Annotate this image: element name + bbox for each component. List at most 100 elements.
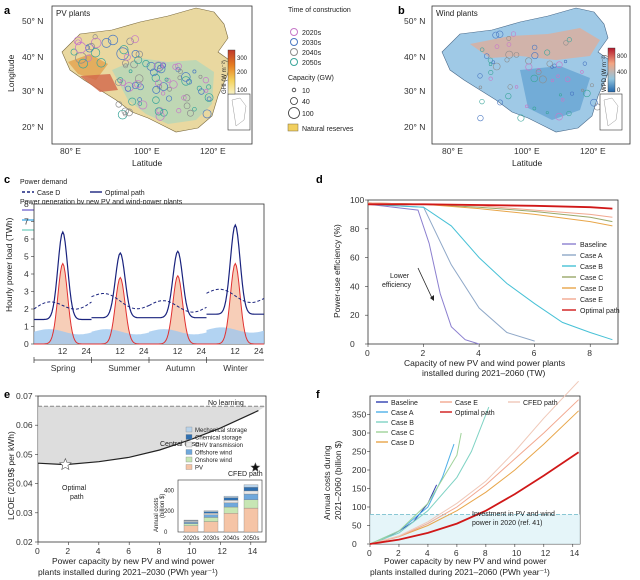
south-china-sea-inset-b xyxy=(599,93,623,131)
hour-tick-label: 24 xyxy=(197,346,207,356)
legend-capacity-label: 40 xyxy=(302,99,310,106)
panel-e-xlabel: plants installed during 2021–2030 (PWh y… xyxy=(38,567,218,577)
pv-plant-marker xyxy=(165,78,171,83)
inset-legend-label: PV xyxy=(195,466,203,472)
lower-efficiency-arrow xyxy=(417,267,433,299)
legend-d-label: Baseline xyxy=(580,242,607,249)
wind-plant-marker xyxy=(531,52,539,60)
inset-bar-segment xyxy=(243,493,259,500)
case-d-demand-line xyxy=(148,300,207,313)
inset-legend-swatch xyxy=(185,456,193,463)
pv-plant-marker xyxy=(116,47,129,60)
y-tick-label-c: 3 xyxy=(24,287,29,297)
legend-time-label: 2030s xyxy=(302,40,322,47)
line-d-optimal-path xyxy=(368,203,613,210)
wind-plant-marker xyxy=(525,104,529,109)
wind-plant-marker xyxy=(530,74,538,83)
pv-plant-marker xyxy=(175,62,182,70)
x-tick-label-e: 6 xyxy=(126,546,131,556)
wind-plant-marker xyxy=(558,93,562,97)
y-tick-label-d: 100 xyxy=(350,195,364,205)
wind-plant-marker xyxy=(566,110,572,117)
wind-plant-marker xyxy=(566,37,572,43)
wind-plant-marker xyxy=(545,111,549,115)
plot-d-frame xyxy=(367,199,619,345)
optimal-path-generation-line xyxy=(34,262,92,345)
panel-a: a 300 200 100 GHI (W m⁻²) PV plants 50° … xyxy=(4,5,253,168)
panel-e-ylabel: LCOE (2019$ per kWh) xyxy=(6,431,16,520)
y-tick-label-f: 100 xyxy=(352,502,366,512)
pv-plant-marker xyxy=(204,88,209,93)
hour-tick-label: 12 xyxy=(230,346,240,356)
inset-y-tick-label: 400 xyxy=(164,488,175,494)
pv-plant-marker xyxy=(135,50,143,58)
pv-plant-marker xyxy=(84,54,92,62)
pv-plant-marker xyxy=(166,95,173,102)
y-tick-label-c: 8 xyxy=(24,199,29,209)
wind-plant-marker xyxy=(555,61,563,69)
legend-ab: Time of construction 2020s 2030s 2040s 2… xyxy=(287,7,354,133)
legend-d-label: Case A xyxy=(580,253,603,260)
wind-plant-marker xyxy=(483,53,490,59)
season-label: Winter xyxy=(223,363,248,373)
inset-legend-label: Chemical storage xyxy=(195,436,242,442)
pv-plant-marker xyxy=(125,108,133,117)
cfed-path-star xyxy=(250,462,261,472)
wind-plant-marker xyxy=(479,47,485,52)
inset-y-tick-label: 200 xyxy=(164,509,175,515)
inset-legend-swatch xyxy=(185,441,193,448)
pv-plant-markers xyxy=(70,34,214,121)
pv-plant-marker xyxy=(137,101,143,106)
x-axis-f: 0 2 4 6 8 10 12 14 xyxy=(367,544,579,558)
offshore-wind-area xyxy=(91,329,149,344)
pv-dense-region-a xyxy=(112,58,214,124)
pv-plant-marker xyxy=(92,34,98,40)
legend-f-label: Case B xyxy=(391,420,414,427)
panel-f: f 0 50 100 150 200 250 300 350 0 2 4 6 8 10 12 14 Annu… xyxy=(316,380,581,577)
optimal-path-demand-line xyxy=(149,250,207,319)
pv-plant-marker xyxy=(119,79,127,86)
optimal-path-generation-line xyxy=(91,276,149,345)
colorbar-b-tick: 0 xyxy=(617,88,621,94)
inset-bar-segment xyxy=(223,495,239,498)
central-case-label: Central case xyxy=(160,441,199,448)
high-ghi-region-a xyxy=(68,54,108,80)
colorbar-b-tick: 400 xyxy=(617,70,628,76)
pv-plant-marker xyxy=(159,82,168,91)
wind-plant-marker xyxy=(494,44,500,49)
legend-capacity-marker xyxy=(291,87,297,93)
legend-c-label: Case D xyxy=(37,190,60,197)
pv-plant-marker xyxy=(123,63,129,69)
legend-capacity-label: 10 xyxy=(302,88,310,95)
inset-bar-segment xyxy=(243,490,259,495)
pv-plant-marker xyxy=(186,109,194,117)
legend-capacity-title: Capacity (GW) xyxy=(288,75,334,82)
lat-tick-a: 30° N xyxy=(22,86,43,96)
highest-ghi-region-a xyxy=(80,74,118,92)
case-d-demand-line xyxy=(33,301,92,310)
panel-f-xlabel: plants installed during 2021–2060 (PWh y… xyxy=(370,567,550,577)
legend-capacity-marker xyxy=(290,97,298,105)
pv-plant-marker xyxy=(183,94,191,102)
lat-tick-b: 30° N xyxy=(404,86,425,96)
legend-c-label: Optimal path xyxy=(105,190,145,197)
panel-f-ylabel: Annual costs during xyxy=(322,445,332,520)
wind-plant-marker xyxy=(492,62,501,71)
pv-plant-marker xyxy=(167,86,172,92)
panel-c-letter: c xyxy=(4,174,10,186)
inset-bar-segment xyxy=(243,499,259,509)
line-f-case-e xyxy=(369,399,579,545)
legend-reserves-swatch xyxy=(287,123,299,132)
pv-plant-marker xyxy=(172,63,179,70)
hour-tick-label: 12 xyxy=(173,346,183,356)
optimal-path-generation-line xyxy=(206,262,264,345)
x-tick-label-f: 0 xyxy=(367,548,372,558)
inset-bar-segment xyxy=(243,507,259,533)
pv-plant-marker xyxy=(181,95,187,101)
inset-bar-chart-e: 0 200 400 Annual costs (billion $) 2020s 2030s… xyxy=(154,426,263,542)
y-tick-label-c: 2 xyxy=(24,304,29,314)
wind-plant-marker xyxy=(525,63,533,71)
wind-plant-marker xyxy=(488,62,493,67)
season-label: Autumn xyxy=(166,363,196,373)
hour-tick-label: 24 xyxy=(139,346,149,356)
